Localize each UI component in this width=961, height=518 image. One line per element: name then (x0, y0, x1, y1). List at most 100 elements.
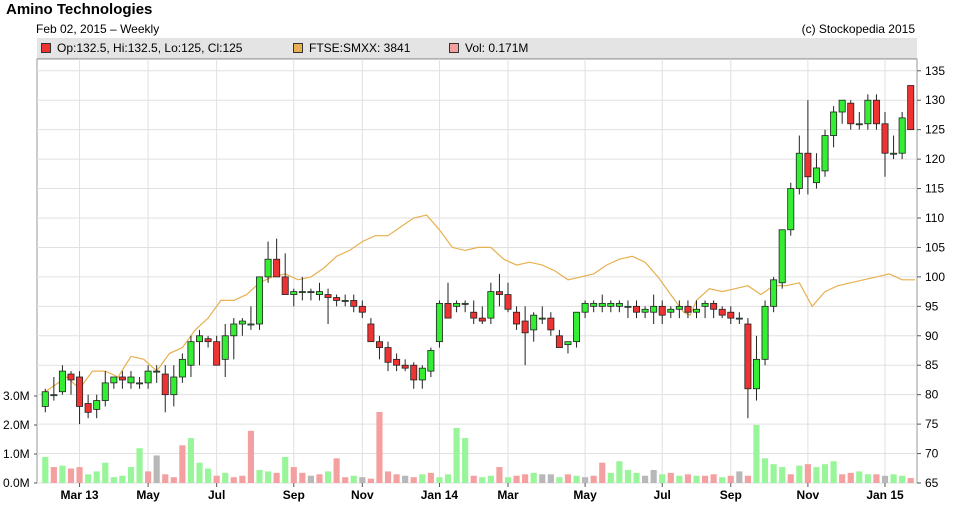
candle-body-up (50, 394, 58, 397)
candle-body-up (435, 302, 443, 343)
candle-body-up (178, 358, 186, 378)
candle-body-down (521, 320, 529, 334)
candle (307, 288, 315, 301)
candle-body-down (804, 152, 812, 178)
x-tick-label: May (136, 488, 160, 502)
candle (127, 371, 135, 389)
candle (684, 300, 692, 319)
volume-bar (110, 477, 117, 483)
candle-body-down (444, 302, 452, 319)
candle-body-down (67, 373, 75, 381)
candle (213, 335, 221, 366)
legend-volume: Vol: 0.171M (449, 41, 528, 55)
candle-body-up (453, 302, 461, 307)
candle (830, 106, 838, 148)
candle (136, 377, 144, 389)
volume-tick-label: 3.0M (3, 389, 30, 403)
candle-body-up (170, 376, 178, 396)
candle (418, 365, 426, 389)
candle-body-up (855, 123, 863, 126)
candle (435, 300, 443, 348)
axes: 135 130 125 120 115 110 105 100 95 90 85 80 75 70 65 3.… (3, 64, 945, 502)
volume-bar (290, 467, 297, 483)
candle-body-down (478, 317, 486, 322)
candle-body-up (830, 111, 838, 136)
candle-body-up (221, 335, 229, 360)
candle (93, 394, 101, 419)
legend-bar: Op:132.5, Hi:132.5, Lo:125, Cl:125 FTSE:… (37, 38, 917, 59)
candle-body-up (650, 305, 658, 313)
volume-bar (881, 475, 889, 483)
candle (727, 306, 735, 324)
candle-body-up (238, 320, 246, 325)
x-tick-label: Jan 14 (421, 488, 459, 502)
volume-bar (264, 471, 272, 483)
candle (358, 300, 366, 319)
candle (247, 306, 255, 330)
candle (58, 365, 66, 395)
candle (350, 294, 358, 313)
candle (907, 85, 915, 131)
volume-bar (864, 474, 871, 483)
legend-ohlc: Op:132.5, Hi:132.5, Lo:125, Cl:125 (41, 41, 242, 55)
candle (298, 276, 306, 301)
volume-bar (650, 469, 657, 483)
candle (513, 306, 521, 330)
volume-bar (633, 472, 640, 483)
price-tick-label: 75 (925, 417, 939, 431)
candle (110, 376, 118, 389)
candle (693, 300, 700, 319)
volume-bar (239, 475, 246, 483)
candle-body-down (907, 85, 915, 131)
candle (590, 300, 598, 313)
candle (427, 347, 435, 377)
volume-bar (616, 461, 623, 483)
candle-body-up (598, 302, 606, 307)
candle-body-up (795, 152, 803, 189)
volume-bar (316, 474, 323, 483)
volume-tick-label: 2.0M (3, 418, 30, 432)
volume-bar (127, 467, 135, 483)
volume-bar (770, 464, 777, 483)
candle-body-down (718, 308, 726, 316)
candle (872, 94, 880, 130)
price-tick-label: 125 (925, 123, 945, 137)
volume-bar (384, 471, 392, 483)
candle-body-down (847, 102, 855, 125)
volume-bar (779, 467, 786, 483)
volume-bar (787, 474, 794, 483)
volume-bar (890, 474, 897, 483)
candle-body-down (555, 335, 563, 348)
candle-body-down (350, 300, 358, 307)
volume-bar (479, 477, 486, 483)
candle-body-up (247, 323, 255, 326)
volume-bar (676, 475, 683, 483)
volume-bar (205, 468, 212, 483)
candle-body-down (273, 258, 281, 278)
price-tick-label: 130 (925, 93, 945, 107)
candle (778, 229, 786, 289)
volume-bar (196, 462, 203, 483)
volume-bar (719, 477, 726, 483)
candle (384, 341, 392, 372)
candle-body-down (872, 99, 880, 125)
price-tick-label: 85 (925, 358, 939, 372)
volume-bar (599, 462, 606, 483)
candle (812, 153, 820, 189)
candle-body-up (530, 314, 538, 331)
volume-bar (539, 474, 546, 483)
candle (615, 300, 623, 313)
candle-body-down (710, 302, 718, 310)
volume-bar (907, 478, 914, 483)
candle-body-down (204, 338, 212, 343)
candle-body-up (153, 370, 161, 373)
candle (864, 94, 872, 130)
volume-bar (736, 471, 743, 483)
volume-bar (247, 430, 255, 483)
volume-bar (899, 475, 906, 483)
candle-body-down (324, 294, 332, 298)
candle-body-up (487, 291, 495, 319)
x-tick-label: Mar 13 (61, 488, 99, 502)
candle-body-up (821, 135, 829, 172)
volume-bar (307, 475, 314, 483)
